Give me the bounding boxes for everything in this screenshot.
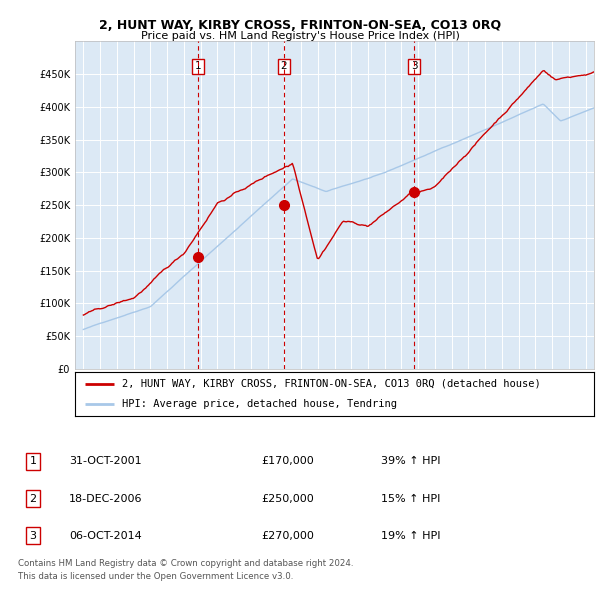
Text: 2: 2 xyxy=(29,494,37,503)
Text: £270,000: £270,000 xyxy=(261,531,314,540)
Text: 1: 1 xyxy=(194,61,201,71)
Text: 15% ↑ HPI: 15% ↑ HPI xyxy=(381,494,440,503)
Text: £170,000: £170,000 xyxy=(261,457,314,466)
Text: Contains HM Land Registry data © Crown copyright and database right 2024.: Contains HM Land Registry data © Crown c… xyxy=(18,559,353,568)
Text: 18-DEC-2006: 18-DEC-2006 xyxy=(69,494,143,503)
Text: 39% ↑ HPI: 39% ↑ HPI xyxy=(381,457,440,466)
Text: 3: 3 xyxy=(29,531,37,540)
Text: 31-OCT-2001: 31-OCT-2001 xyxy=(69,457,142,466)
Text: 2, HUNT WAY, KIRBY CROSS, FRINTON-ON-SEA, CO13 0RQ (detached house): 2, HUNT WAY, KIRBY CROSS, FRINTON-ON-SEA… xyxy=(122,379,541,389)
Text: 2, HUNT WAY, KIRBY CROSS, FRINTON-ON-SEA, CO13 0RQ: 2, HUNT WAY, KIRBY CROSS, FRINTON-ON-SEA… xyxy=(99,19,501,32)
Text: HPI: Average price, detached house, Tendring: HPI: Average price, detached house, Tend… xyxy=(122,399,397,409)
Text: 06-OCT-2014: 06-OCT-2014 xyxy=(69,531,142,540)
Text: 1: 1 xyxy=(29,457,37,466)
Text: 3: 3 xyxy=(411,61,418,71)
Text: Price paid vs. HM Land Registry's House Price Index (HPI): Price paid vs. HM Land Registry's House … xyxy=(140,31,460,41)
Text: £250,000: £250,000 xyxy=(261,494,314,503)
Text: 2: 2 xyxy=(280,61,287,71)
Text: 19% ↑ HPI: 19% ↑ HPI xyxy=(381,531,440,540)
Text: This data is licensed under the Open Government Licence v3.0.: This data is licensed under the Open Gov… xyxy=(18,572,293,581)
